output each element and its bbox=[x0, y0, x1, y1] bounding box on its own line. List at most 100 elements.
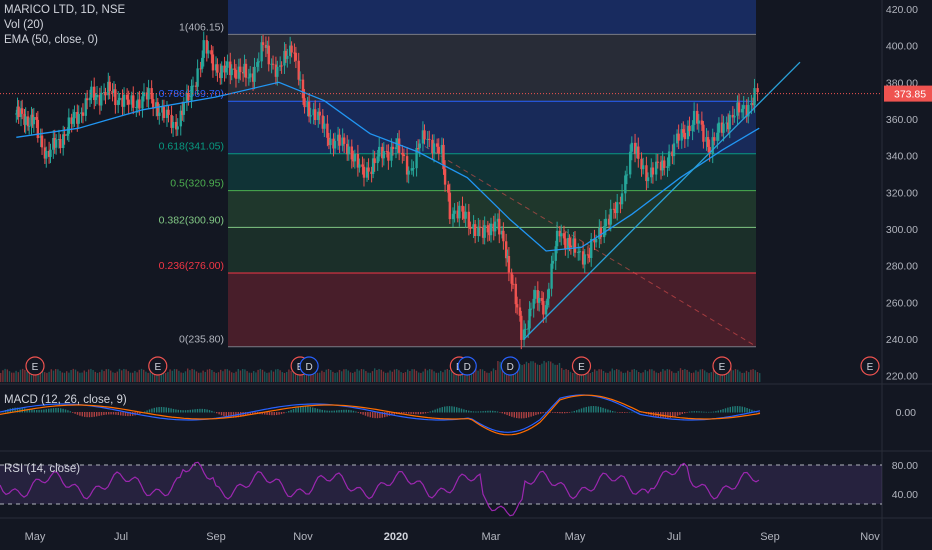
volume-bar bbox=[37, 369, 39, 382]
candle-body bbox=[57, 138, 61, 140]
candle-body bbox=[603, 226, 606, 238]
macd-histogram-bar bbox=[552, 412, 554, 413]
event-marker-label: E bbox=[154, 362, 161, 373]
candle-body bbox=[141, 96, 144, 109]
macd-histogram-bar bbox=[381, 412, 383, 418]
volume-bar bbox=[22, 368, 24, 382]
volume-bar bbox=[83, 370, 85, 382]
candle-body bbox=[256, 62, 259, 67]
volume-bar bbox=[352, 372, 354, 382]
candle-body bbox=[722, 123, 725, 133]
volume-bar bbox=[501, 363, 503, 382]
macd-histogram-bar bbox=[122, 412, 124, 416]
volume-bar bbox=[345, 369, 347, 382]
macd-histogram-bar bbox=[271, 412, 273, 416]
volume-bar bbox=[723, 372, 726, 382]
volume-bar bbox=[539, 364, 541, 382]
price-tick-label: 340.00 bbox=[886, 151, 918, 163]
macd-histogram-bar bbox=[290, 409, 292, 413]
candle-body bbox=[229, 61, 232, 76]
volume-bar bbox=[400, 372, 402, 382]
candle-body bbox=[95, 94, 99, 98]
macd-histogram-bar bbox=[465, 410, 467, 413]
candle-body bbox=[130, 95, 133, 105]
candle-body bbox=[260, 42, 263, 62]
candle-body bbox=[628, 151, 632, 175]
event-marker-label: E bbox=[578, 362, 585, 373]
rsi-legend[interactable]: RSI (14, close) bbox=[4, 463, 81, 475]
volume-bar bbox=[605, 372, 607, 382]
candle-body bbox=[726, 122, 730, 130]
volume-bar bbox=[407, 369, 409, 382]
volume-bar bbox=[741, 372, 743, 382]
macd-histogram-bar bbox=[228, 412, 230, 418]
earnings-marker bbox=[860, 356, 880, 376]
candle-body bbox=[266, 45, 269, 48]
macd-histogram-bar bbox=[50, 408, 52, 413]
candle-body bbox=[728, 114, 731, 130]
candle-body bbox=[233, 68, 236, 70]
macd-histogram-bar bbox=[45, 409, 47, 413]
candle-body bbox=[747, 104, 750, 117]
macd-histogram-bar bbox=[79, 412, 81, 416]
candle-body bbox=[219, 72, 222, 79]
volume-bar bbox=[662, 369, 664, 382]
volume-bar bbox=[19, 369, 22, 382]
candle-body bbox=[216, 64, 219, 73]
candle-body bbox=[211, 54, 215, 71]
volume-bar bbox=[385, 372, 387, 382]
volume-bar bbox=[695, 370, 697, 382]
volume-bar bbox=[620, 371, 622, 382]
candle-body bbox=[165, 109, 169, 118]
macd-histogram-bar bbox=[19, 407, 21, 413]
symbol-legend[interactable]: MARICO LTD, 1D, NSE bbox=[4, 4, 126, 16]
candle-body bbox=[431, 139, 434, 154]
candle-body bbox=[394, 147, 398, 150]
candle-body bbox=[17, 106, 20, 118]
volume-bar bbox=[519, 364, 521, 382]
candle-body bbox=[604, 218, 608, 227]
candle-body bbox=[376, 156, 379, 164]
macd-histogram-bar bbox=[446, 406, 448, 413]
candle-body bbox=[637, 146, 640, 159]
volume-bar bbox=[215, 372, 217, 382]
macd-histogram-bar bbox=[470, 411, 472, 413]
volume-bar bbox=[85, 371, 88, 382]
volume-bar bbox=[202, 370, 204, 382]
candle-body bbox=[736, 102, 739, 116]
macd-histogram-bar bbox=[463, 409, 465, 413]
candle-body bbox=[24, 116, 27, 125]
candle-body bbox=[210, 50, 213, 55]
macd-legend[interactable]: MACD (12, 26, close, 9) bbox=[4, 394, 127, 406]
candle-body bbox=[73, 111, 76, 119]
macd-histogram-bar bbox=[384, 412, 386, 418]
macd-histogram-bar bbox=[669, 412, 671, 418]
candle-body bbox=[633, 142, 637, 155]
macd-histogram-bar bbox=[172, 408, 175, 413]
candle-body bbox=[80, 112, 83, 114]
volume-bar bbox=[140, 368, 143, 382]
ema-legend[interactable]: EMA (50, close, 0) bbox=[4, 34, 98, 46]
volume-bar bbox=[52, 370, 55, 382]
volume-legend[interactable]: Vol (20) bbox=[4, 19, 44, 31]
candle-body bbox=[350, 146, 353, 160]
candle-body bbox=[407, 170, 410, 175]
macd-histogram-bar bbox=[288, 410, 290, 413]
volume-bar bbox=[17, 372, 19, 382]
price-tick-label: 220.00 bbox=[886, 371, 918, 383]
candle-body bbox=[313, 109, 317, 121]
macd-histogram-bar bbox=[340, 409, 343, 413]
volume-bar bbox=[261, 369, 264, 382]
macd-histogram-bar bbox=[748, 408, 751, 413]
macd-histogram-bar bbox=[420, 412, 422, 415]
macd-histogram-bar bbox=[280, 412, 283, 415]
candle-body bbox=[85, 98, 89, 101]
volume-bar bbox=[532, 361, 534, 382]
candle-body bbox=[365, 167, 369, 178]
candle-body bbox=[191, 85, 195, 87]
candle-body bbox=[112, 89, 116, 93]
volume-bar bbox=[613, 370, 616, 382]
fib-level-label: 0.382(300.90) bbox=[159, 214, 224, 226]
fib-zone-top bbox=[228, 0, 756, 35]
